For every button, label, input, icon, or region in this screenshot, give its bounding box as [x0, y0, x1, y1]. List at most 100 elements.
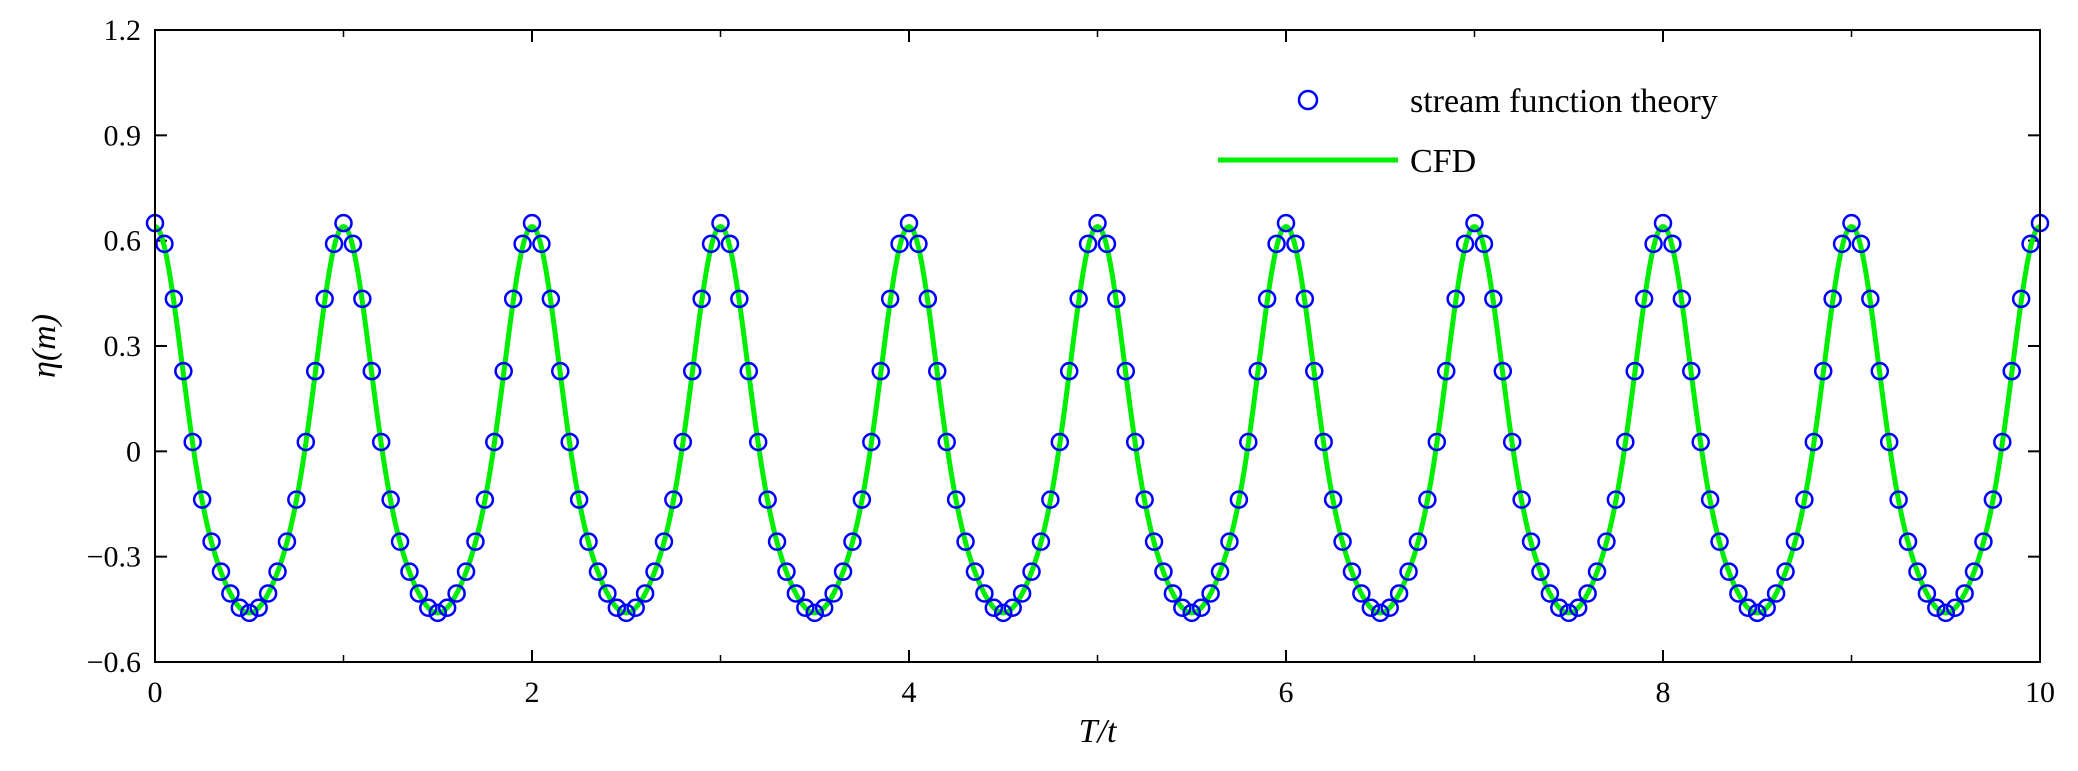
stream-function-point: [1993, 432, 2012, 452]
stream-function-point: [899, 213, 919, 233]
plot-area: [145, 29, 2050, 663]
cfd-line: [153, 224, 2042, 616]
stream-function-point: [1597, 532, 1616, 551]
stream-function-point: [1512, 490, 1531, 509]
stream-function-point: [1748, 603, 1767, 623]
stream-function-point: [1078, 234, 1098, 254]
stream-function-point: [1776, 562, 1795, 581]
stream-function-point: [1653, 213, 1673, 233]
stream-function-point: [984, 598, 1004, 617]
stream-function-point: [1927, 598, 1946, 617]
stream-function-point: [777, 562, 796, 581]
stream-function-point: [1644, 234, 1663, 254]
y-tick-label: 0: [126, 435, 141, 468]
stream-function-point: [1418, 490, 1437, 509]
stream-function-point: [192, 490, 212, 509]
x-tick-label: 2: [525, 676, 540, 709]
stream-function-point: [1097, 234, 1117, 254]
stream-function-point: [664, 490, 683, 509]
stream-function-point: [1540, 584, 1560, 603]
stream-function-point: [1022, 562, 1041, 581]
stream-function-point: [1766, 584, 1786, 603]
stream-function-point: [852, 490, 872, 509]
stream-function-point: [1455, 234, 1475, 254]
stream-function-point: [1286, 234, 1305, 254]
stream-function-point: [202, 532, 221, 551]
stream-function-point: [890, 234, 909, 254]
stream-function-point: [249, 598, 268, 617]
stream-function-point: [739, 361, 759, 381]
stream-function-point: [871, 361, 890, 381]
stream-function-point: [928, 361, 947, 381]
stream-function-point: [513, 234, 532, 254]
x-tick-label: 0: [148, 676, 163, 709]
stream-function-point: [588, 562, 608, 581]
stream-function-point: [362, 361, 382, 381]
stream-function-point: [1710, 532, 1729, 551]
stream-function-point: [956, 532, 975, 551]
stream-function-point: [1729, 584, 1748, 603]
stream-function-point: [1295, 289, 1315, 309]
stream-function-point: [2002, 361, 2021, 381]
stream-function-point: [1700, 490, 1720, 509]
stream-function-point: [324, 234, 344, 254]
legend: stream function theory CFD: [1218, 83, 1718, 180]
stream-function-point: [1267, 234, 1286, 254]
stream-function-point: [1908, 562, 1927, 581]
stream-function-point: [437, 598, 457, 617]
stream-function-point: [371, 432, 391, 452]
stream-function-point: [1248, 361, 1267, 381]
y-tick-label: 0.6: [104, 225, 142, 258]
stream-function-point: [258, 584, 278, 603]
stream-function-point: [946, 490, 966, 509]
stream-function-point: [287, 490, 306, 509]
stream-function-point: [579, 532, 598, 551]
stream-function-point: [1521, 532, 1541, 551]
stream-function-point: [1361, 598, 1381, 617]
stream-function-point: [1804, 432, 1824, 452]
stream-function-point: [682, 361, 702, 381]
stream-function-point: [343, 234, 363, 254]
y-tick-label: 1.2: [104, 14, 142, 47]
stream-function-point: [1342, 562, 1362, 581]
stream-function-point: [211, 562, 231, 581]
y-axis-ticks: −0.6 −0.3 0 0.3 0.6 0.9 1.2: [87, 14, 141, 679]
stream-function-point: [541, 289, 561, 309]
stream-function-point: [1173, 598, 1192, 617]
stream-function-point: [1757, 598, 1776, 617]
stream-function-point: [1220, 532, 1239, 551]
stream-function-point: [645, 562, 664, 581]
stream-function-point: [1889, 490, 1908, 509]
stream-function-point: [334, 213, 353, 233]
legend-marker-stream-function-theory: [1297, 89, 1319, 111]
x-tick-label: 4: [902, 676, 917, 709]
stream-function-point: [277, 532, 297, 551]
stream-function-point: [447, 584, 466, 603]
legend-label-stream-function-theory: stream function theory: [1410, 83, 1718, 120]
stream-function-point: [1465, 213, 1484, 233]
stream-function-point: [174, 361, 193, 381]
stream-function-point: [767, 532, 787, 551]
stream-function-point: [1983, 490, 2003, 509]
stream-function-point: [626, 598, 645, 617]
stream-function-point: [1738, 598, 1758, 617]
stream-function-point: [1936, 603, 1955, 623]
stream-function-point: [805, 603, 824, 623]
stream-function-point: [1672, 289, 1692, 309]
stream-function-point: [1371, 603, 1390, 623]
stream-function-point: [522, 213, 542, 233]
stream-function-point: [1568, 598, 1588, 617]
stream-function-point: [1955, 584, 1974, 603]
stream-function-point: [390, 532, 410, 551]
stream-function-point: [758, 490, 777, 509]
series-stream-function-theory: [145, 213, 2050, 623]
stream-function-point: [617, 603, 636, 623]
stream-function-point: [730, 289, 749, 309]
stream-function-point: [880, 289, 900, 309]
stream-function-point: [1069, 289, 1088, 309]
stream-function-point: [1832, 234, 1852, 254]
stream-function-point: [1182, 603, 1201, 623]
stream-function-point: [475, 490, 495, 509]
stream-function-point: [315, 289, 334, 309]
stream-function-point: [1474, 234, 1494, 254]
